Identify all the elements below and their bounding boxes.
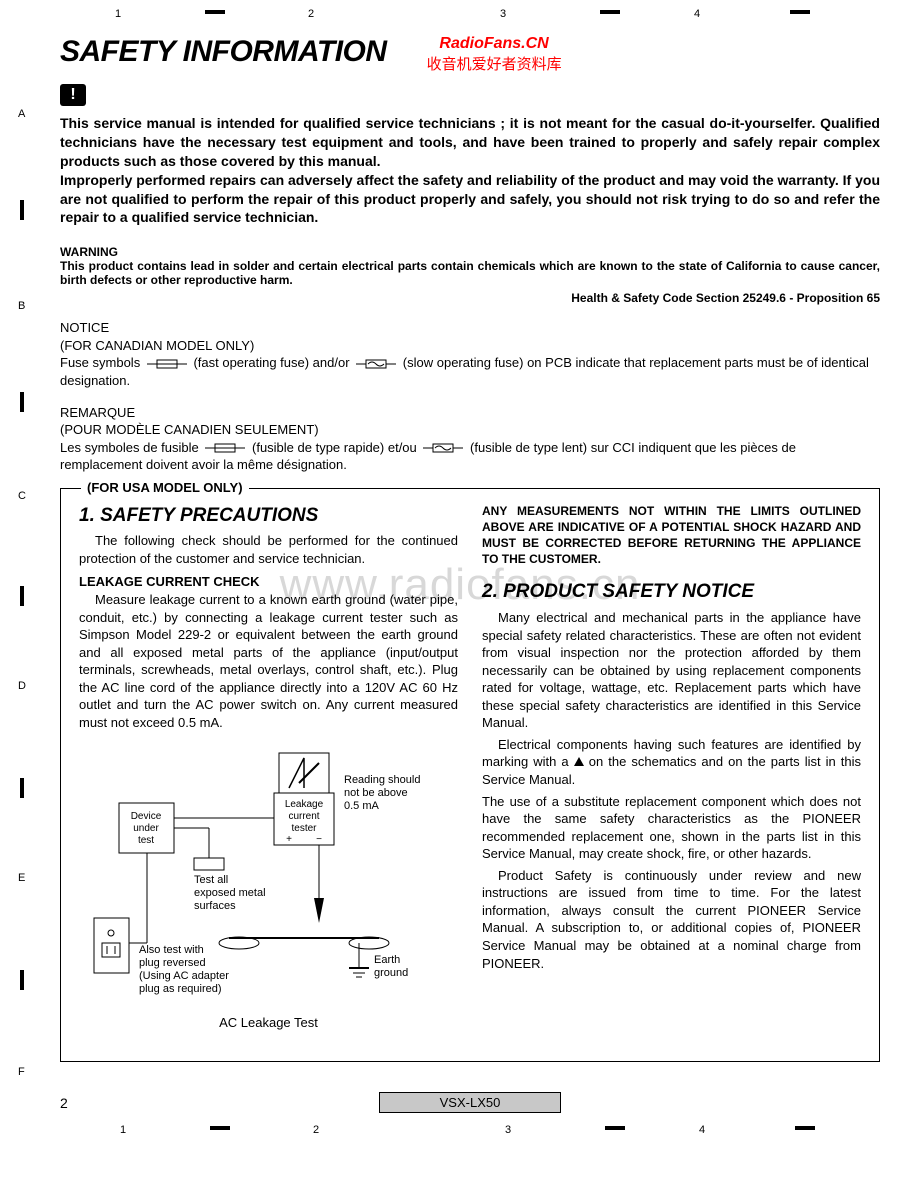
triangle-icon (574, 757, 584, 766)
diagram-caption: AC Leakage Test (79, 1014, 458, 1032)
notice-mid: (fast operating fuse) and/or (193, 355, 349, 370)
footer-tick (210, 1126, 230, 1130)
tester-label-1: Leakage (285, 799, 324, 810)
chinese-line1: RadioFans.CN (427, 35, 562, 53)
section-1-title: 1. SAFETY PRECAUTIONS (79, 503, 458, 529)
intro-p2: Improperly performed repairs can adverse… (60, 172, 880, 226)
notice-fr-title: REMARQUE (60, 404, 880, 422)
page-footer: 2 VSX-LX50 1 2 3 4 (60, 1092, 880, 1113)
footer-num-2: 2 (313, 1124, 319, 1136)
notice-fr-mid: (fusible de type rapide) et/ou (252, 440, 417, 455)
footer-num-3: 3 (505, 1124, 511, 1136)
page-number: 2 (60, 1095, 68, 1111)
earth-label-2: ground (374, 967, 408, 979)
sec2-p1: Many electrical and mechanical parts in … (482, 609, 861, 732)
footer-num-4: 4 (699, 1124, 705, 1136)
notice-english: NOTICE (FOR CANADIAN MODEL ONLY) Fuse sy… (60, 319, 880, 389)
grid-left-c: C (18, 490, 26, 502)
heading-area: SAFETY INFORMATION RadioFans.CN 收音机爱好者资料… (60, 35, 880, 74)
right-column: ANY MEASUREMENTS NOT WITHIN THE LIMITS O… (482, 503, 861, 1032)
intro-text: This service manual is intended for qual… (60, 114, 880, 227)
test-label-1: Test all (194, 874, 228, 886)
sec2-p4: Product Safety is continuously under rev… (482, 867, 861, 972)
usa-model-box: (FOR USA MODEL ONLY) 1. SAFETY PRECAUTIO… (60, 488, 880, 1063)
reading-label-1: Reading should (344, 774, 420, 786)
grid-tick (20, 200, 24, 220)
grid-tick (790, 10, 810, 14)
warning-title: WARNING (60, 245, 880, 259)
leakage-diagram: Leakage current tester + − Reading shoul… (79, 743, 458, 1031)
grid-tick (20, 778, 24, 798)
tester-label-2: current (288, 811, 319, 822)
footer-tick (795, 1126, 815, 1130)
grid-top-2: 2 (308, 8, 314, 20)
grid-top-3: 3 (500, 8, 506, 20)
notice-en-subtitle: (FOR CANADIAN MODEL ONLY) (60, 337, 880, 355)
grid-left-a: A (18, 108, 25, 120)
notice-fr-prefix: Les symboles de fusible (60, 440, 199, 455)
grid-tick (20, 392, 24, 412)
fuse-slow-icon (423, 443, 463, 453)
grid-left-f: F (18, 1066, 25, 1078)
chinese-line2: 收音机爱好者资料库 (427, 53, 562, 74)
page-container: 1 2 3 4 A B C D E F SAFETY INFORMATION R… (0, 0, 920, 1153)
page-title: SAFETY INFORMATION (60, 35, 387, 69)
grid-tick (600, 10, 620, 14)
reading-label-3: 0.5 mA (344, 800, 380, 812)
warning-body: This product contains lead in solder and… (60, 259, 880, 287)
left-column: 1. SAFETY PRECAUTIONS The following chec… (79, 503, 458, 1032)
notice-prefix: Fuse symbols (60, 355, 140, 370)
notice-fr-subtitle: (POUR MODÈLE CANADIEN SEULEMENT) (60, 421, 880, 439)
footer-num-1: 1 (120, 1124, 126, 1136)
caps-warning: ANY MEASUREMENTS NOT WITHIN THE LIMITS O… (482, 503, 861, 568)
sec2-p2: Electrical components having such featur… (482, 736, 861, 789)
plug-label-4: plug as required) (139, 983, 222, 995)
warning-icon: ! (60, 84, 86, 106)
leakage-body: Measure leakage current to a known earth… (79, 591, 458, 731)
chinese-watermark: RadioFans.CN 收音机爱好者资料库 (427, 35, 562, 74)
svg-text:+: + (286, 834, 292, 845)
device-label-2: under (133, 823, 159, 834)
footer-tick (605, 1126, 625, 1130)
grid-top-4: 4 (694, 8, 700, 20)
sec1-p1: The following check should be performed … (79, 532, 458, 567)
notice-fr-body: Les symboles de fusible (fusible de type… (60, 439, 880, 474)
sec2-p3: The use of a substitute replacement comp… (482, 793, 861, 863)
section-2-title: 2. PRODUCT SAFETY NOTICE (482, 579, 861, 605)
model-label: VSX-LX50 (379, 1092, 562, 1113)
grid-left-e: E (18, 872, 25, 884)
proposition-text: Health & Safety Code Section 25249.6 - P… (60, 291, 880, 305)
plug-label-2: plug reversed (139, 957, 206, 969)
svg-text:−: − (316, 834, 322, 845)
test-label-3: surfaces (194, 900, 236, 912)
grid-tick (20, 586, 24, 606)
fuse-fast-icon (205, 443, 245, 453)
plug-label-1: Also test with (139, 944, 204, 956)
plug-label-3: (Using AC adapter (139, 970, 229, 982)
grid-left-d: D (18, 680, 26, 692)
notice-en-title: NOTICE (60, 319, 880, 337)
notice-french: REMARQUE (POUR MODÈLE CANADIEN SEULEMENT… (60, 404, 880, 474)
fuse-slow-icon (356, 359, 396, 369)
grid-tick (205, 10, 225, 14)
grid-left-b: B (18, 300, 25, 312)
diagram-svg: Leakage current tester + − Reading shoul… (79, 743, 439, 1003)
reading-label-2: not be above (344, 787, 408, 799)
earth-label-1: Earth (374, 954, 400, 966)
intro-p1: This service manual is intended for qual… (60, 115, 880, 169)
test-label-2: exposed metal (194, 887, 266, 899)
grid-tick (20, 970, 24, 990)
notice-en-body: Fuse symbols (fast operating fuse) and/o… (60, 354, 880, 389)
two-column-layout: 1. SAFETY PRECAUTIONS The following chec… (79, 503, 861, 1032)
fuse-fast-icon (147, 359, 187, 369)
leakage-title: LEAKAGE CURRENT CHECK (79, 573, 458, 591)
warning-block: WARNING This product contains lead in so… (60, 245, 880, 305)
usa-box-label: (FOR USA MODEL ONLY) (81, 480, 249, 495)
grid-top-1: 1 (115, 8, 121, 20)
tester-label-3: tester (291, 823, 317, 834)
device-label-3: test (138, 835, 154, 846)
device-label-1: Device (131, 811, 162, 822)
